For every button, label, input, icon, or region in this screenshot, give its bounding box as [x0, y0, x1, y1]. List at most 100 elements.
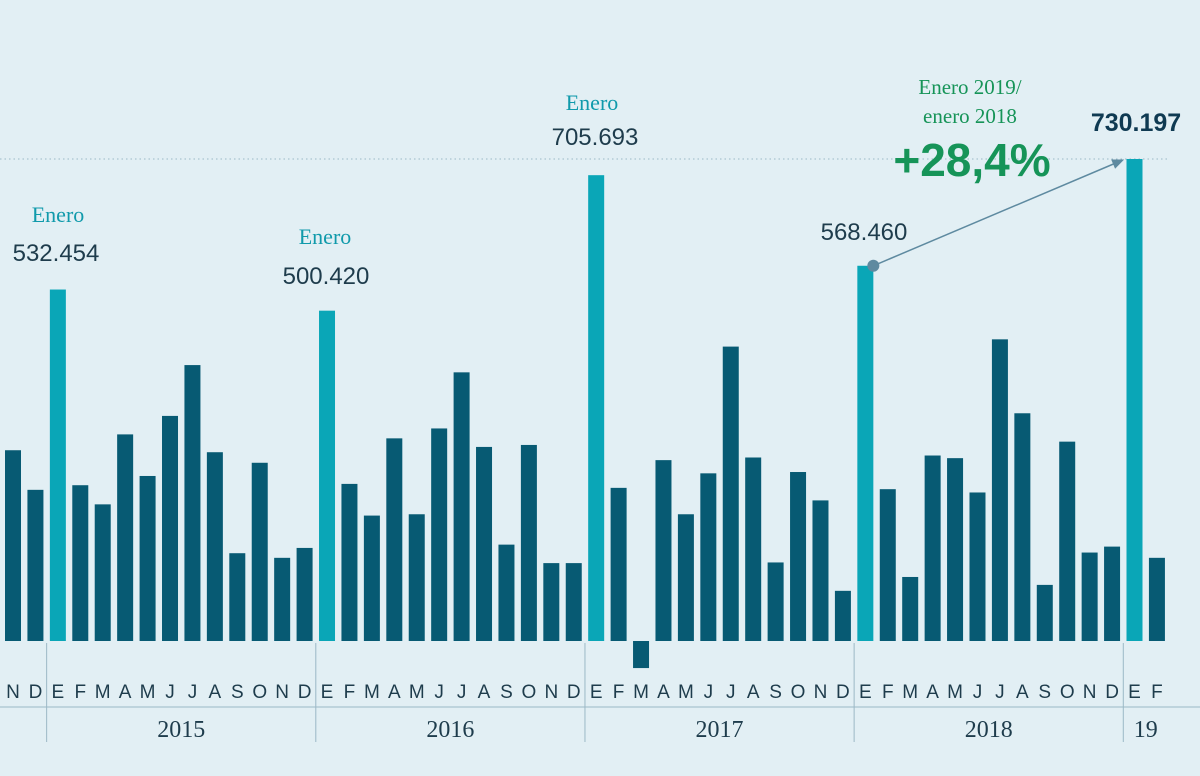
month-label-25: D: [567, 682, 581, 703]
month-label-2: E: [52, 682, 65, 703]
month-label-19: J: [434, 682, 444, 703]
bar-41: [924, 455, 941, 641]
annotations-group: Enero 532.454 Enero 500.420 Enero 705.69…: [13, 75, 1182, 290]
bar-30: [677, 514, 694, 641]
bar-49: [1104, 546, 1121, 641]
month-label-10: S: [231, 682, 244, 703]
bar-28: [633, 641, 650, 669]
month-label-29: A: [657, 682, 670, 703]
bar-20: [453, 372, 470, 641]
month-label-5: A: [119, 682, 132, 703]
bars-group: [5, 159, 1165, 669]
month-label-36: N: [814, 682, 828, 703]
bar-27: [610, 487, 627, 641]
month-label-21: A: [478, 682, 491, 703]
bar-10: [229, 553, 246, 641]
bar-43: [969, 492, 986, 641]
month-label-1: D: [29, 682, 43, 703]
year-label-2017: 2017: [696, 717, 744, 743]
month-label-48: N: [1083, 682, 1097, 703]
month-label-42: M: [947, 682, 963, 703]
annotation-label-enero-2015: Enero: [32, 202, 85, 227]
annotation-value-enero-2019: 730.197: [1091, 109, 1181, 137]
month-label-40: M: [902, 682, 918, 703]
month-label-49: D: [1105, 682, 1119, 703]
bar-4: [94, 504, 111, 641]
bar-46: [1036, 584, 1053, 641]
month-label-23: O: [521, 682, 536, 703]
bar-22: [498, 544, 515, 641]
month-label-20: J: [457, 682, 467, 703]
month-label-22: S: [500, 682, 513, 703]
annotation-value-enero-2016: 500.420: [283, 263, 370, 290]
bar-7: [162, 415, 179, 641]
bar-45: [1014, 413, 1031, 641]
bar-13: [296, 547, 313, 641]
month-label-33: A: [747, 682, 760, 703]
month-label-45: A: [1016, 682, 1029, 703]
month-label-32: J: [726, 682, 736, 703]
bar-37: [834, 590, 851, 641]
month-label-46: S: [1038, 682, 1051, 703]
bar-6: [139, 475, 156, 641]
annotation-label-enero-2017: Enero: [566, 90, 619, 115]
month-label-27: F: [613, 682, 625, 703]
month-label-47: O: [1060, 682, 1075, 703]
bar-17: [386, 438, 403, 641]
month-label-34: S: [769, 682, 782, 703]
bar-12: [274, 557, 291, 641]
bar-34: [767, 562, 784, 641]
month-label-35: O: [791, 682, 806, 703]
bar-25: [565, 563, 582, 641]
bar-50: [1126, 159, 1143, 641]
month-label-13: D: [298, 682, 312, 703]
bar-36: [812, 500, 829, 641]
reference-layer: [0, 158, 1170, 267]
month-label-3: F: [74, 682, 86, 703]
bar-19: [431, 428, 448, 641]
month-label-0: N: [6, 682, 20, 703]
bar-31: [700, 473, 717, 641]
bar-1: [27, 489, 44, 641]
bar-51: [1148, 557, 1165, 641]
bar-24: [543, 563, 560, 641]
month-label-30: M: [678, 682, 694, 703]
month-label-12: N: [275, 682, 289, 703]
annotation-value-enero-2015: 532.454: [13, 240, 100, 267]
bar-16: [363, 515, 380, 641]
bar-44: [991, 339, 1008, 641]
bar-15: [341, 483, 358, 641]
month-label-28: M: [633, 682, 649, 703]
comparison-label-line1: Enero 2019/: [918, 75, 1021, 99]
month-label-26: E: [590, 682, 603, 703]
month-label-17: A: [388, 682, 401, 703]
comparison-arrow-head: [1111, 159, 1125, 169]
month-label-44: J: [995, 682, 1005, 703]
month-label-51: F: [1151, 682, 1163, 703]
comparison-start-marker: [867, 259, 880, 272]
bar-8: [184, 365, 201, 641]
year-label-2018: 2018: [965, 717, 1013, 743]
bar-48: [1081, 552, 1098, 641]
month-label-43: J: [973, 682, 983, 703]
month-label-7: J: [165, 682, 175, 703]
bar-38: [857, 265, 874, 641]
month-label-16: M: [364, 682, 380, 703]
bar-14: [319, 310, 336, 641]
bar-9: [206, 452, 223, 641]
month-label-15: F: [344, 682, 356, 703]
annotation-value-enero-2018: 568.460: [821, 219, 908, 246]
month-label-24: N: [544, 682, 558, 703]
bar-47: [1059, 441, 1076, 641]
bar-39: [879, 489, 896, 641]
bar-35: [790, 472, 807, 641]
year-label-2016: 2016: [426, 717, 474, 743]
month-label-38: E: [859, 682, 872, 703]
bar-42: [947, 458, 964, 641]
month-label-11: O: [252, 682, 267, 703]
month-label-4: M: [95, 682, 111, 703]
month-label-50: E: [1128, 682, 1141, 703]
bar-5: [117, 434, 134, 641]
